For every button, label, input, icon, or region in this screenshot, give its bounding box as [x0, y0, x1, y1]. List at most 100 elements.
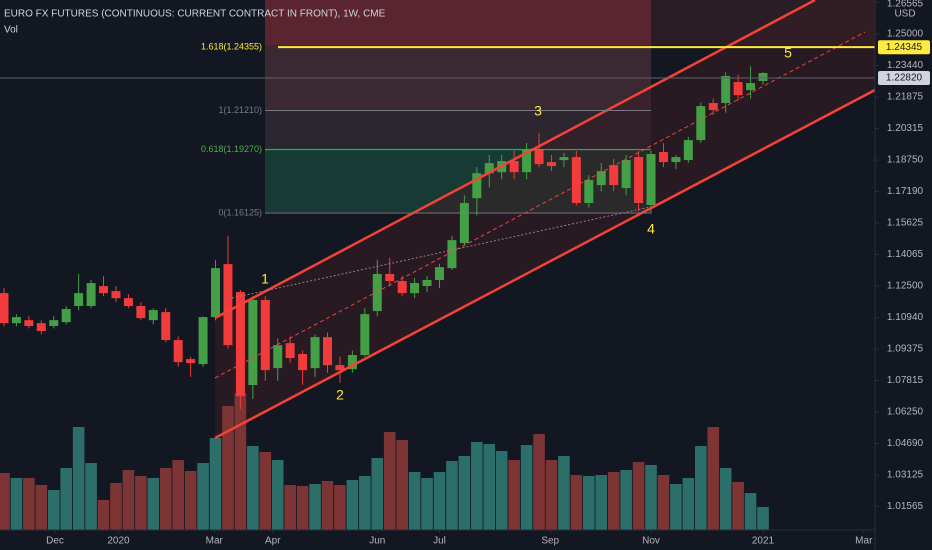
candle-body — [459, 203, 469, 244]
volume-bar — [147, 478, 160, 530]
channel-upper — [214, 0, 816, 320]
candle-body — [509, 161, 519, 173]
volume-bar — [458, 456, 471, 530]
y-tick-label: 1.10940 — [887, 312, 924, 323]
x-tick-label: Mar — [855, 536, 873, 547]
volume-bar — [396, 440, 408, 530]
candle-body — [634, 157, 644, 204]
y-tick-label: 1.03125 — [887, 470, 924, 481]
fib-zone — [265, 0, 651, 45]
candle-body — [671, 157, 681, 163]
candle-body — [260, 299, 270, 371]
volume-bar — [533, 434, 545, 530]
y-tick-label: 1.12500 — [887, 281, 924, 292]
currency: USD — [894, 9, 915, 20]
volume-bar — [471, 442, 483, 530]
x-tick-label: 2020 — [107, 536, 130, 547]
candle-body — [148, 310, 158, 321]
candle-body — [410, 283, 420, 294]
candle-body — [360, 314, 370, 356]
volume-bar — [744, 493, 757, 530]
volume-bar — [23, 478, 35, 530]
candle-body — [758, 72, 768, 82]
volume-bar — [222, 406, 234, 530]
candle-body — [11, 317, 21, 324]
volume-bar — [47, 490, 60, 530]
candle-body — [173, 340, 183, 363]
channel-lower — [214, 88, 876, 440]
volume-bar — [122, 470, 135, 530]
volume-bar — [110, 483, 122, 530]
candle-body — [609, 165, 619, 186]
candle-body — [596, 171, 606, 186]
volume-bar — [135, 476, 147, 530]
candle-body — [211, 268, 221, 318]
volume-bar — [259, 452, 272, 530]
volume-bar — [271, 460, 284, 530]
candle-body — [323, 337, 333, 366]
candle-body — [559, 157, 569, 161]
wave-label: 2 — [336, 387, 344, 403]
volume-bar — [97, 500, 110, 530]
volume-bar — [508, 460, 520, 530]
y-tick-label: 1.07815 — [887, 375, 924, 386]
fib-zone — [265, 45, 651, 110]
volume-bar — [334, 485, 346, 530]
candle-body — [99, 286, 109, 294]
drawings — [215, 0, 875, 438]
y-tick-label: 1.01565 — [887, 501, 924, 512]
volume-bar — [433, 472, 446, 530]
volume-bar — [321, 481, 334, 530]
volume-bar — [383, 432, 396, 530]
volume-bar — [159, 468, 172, 530]
candle-body — [235, 292, 245, 397]
channel — [214, 0, 876, 440]
volume-bar — [682, 478, 695, 530]
candle-body — [111, 291, 121, 299]
price-axis — [875, 0, 932, 550]
volume-bar — [558, 456, 570, 530]
fib-label: 0(1.16125) — [218, 207, 262, 217]
x-tick-label: Sep — [541, 536, 559, 547]
x-tick-label: Dec — [46, 536, 64, 547]
axes: 1.26565 1.25000 1.23440 1.21875 1.20315 1.187… — [46, 0, 930, 547]
candle-body — [447, 240, 457, 269]
wave-label: 5 — [784, 45, 792, 61]
candle-body — [571, 157, 581, 204]
price-tag-label: 1.22820 — [886, 73, 923, 84]
candle-layer — [0, 66, 768, 410]
candle-body — [161, 312, 171, 341]
candle-body — [123, 298, 133, 307]
candle-body — [186, 359, 196, 364]
volume-bar — [172, 460, 184, 530]
candle-body — [136, 306, 146, 319]
volume-bar — [495, 451, 508, 530]
candle-body — [372, 273, 382, 312]
x-tick-label: Jun — [369, 536, 385, 547]
wave-label: 3 — [534, 103, 542, 119]
chart-title: EURO FX FUTURES (CONTINUOUS: CURRENT CON… — [4, 9, 386, 20]
y-tick-label: 1.09375 — [887, 344, 924, 355]
volume-bar — [209, 438, 222, 530]
candle-body — [658, 152, 668, 163]
price-tag — [878, 40, 930, 55]
volume-bar — [234, 393, 247, 530]
volume-bar — [0, 473, 10, 530]
candle-body — [248, 299, 258, 386]
volume-bar — [296, 486, 309, 530]
volume-bar — [645, 465, 657, 530]
volume-bar — [707, 427, 720, 530]
candle-body — [298, 354, 308, 371]
volume-bar — [72, 427, 85, 530]
candle-body — [74, 293, 84, 307]
volume-bar — [607, 472, 620, 530]
y-tick-label: 1.18750 — [887, 155, 924, 166]
volume-bar — [184, 471, 197, 530]
x-tick-label: Nov — [642, 536, 660, 547]
candle-body — [584, 180, 594, 204]
volume-bar — [60, 468, 72, 530]
volume-bar — [583, 476, 595, 530]
candle-body — [273, 345, 283, 369]
candle-body — [696, 106, 706, 141]
